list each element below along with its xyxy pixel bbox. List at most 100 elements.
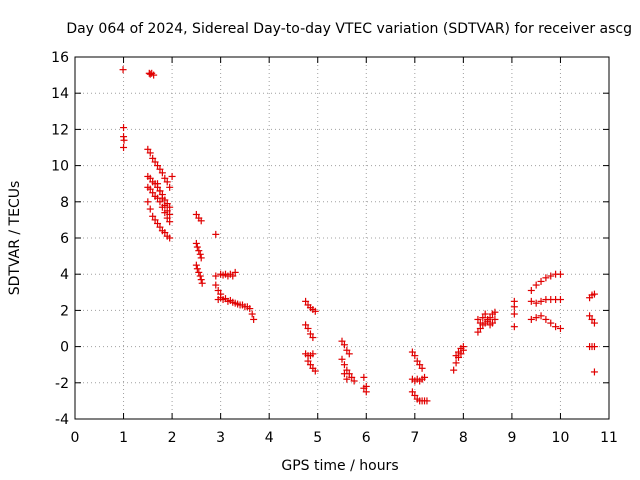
data-point	[481, 310, 489, 318]
x-tick-label: 10	[552, 430, 570, 446]
y-tick-label: 8	[60, 195, 69, 211]
data-point	[196, 272, 204, 280]
data-point	[476, 319, 484, 327]
data-point	[166, 210, 174, 218]
data-point	[455, 348, 463, 356]
data-point	[537, 312, 545, 320]
y-tick-label: 16	[51, 50, 69, 66]
x-tick-label: 5	[313, 430, 322, 446]
data-point	[151, 158, 159, 166]
data-point	[474, 315, 482, 323]
data-point	[163, 214, 171, 222]
data-point	[418, 364, 426, 372]
data-point	[161, 201, 169, 209]
data-point	[309, 334, 317, 342]
data-point	[158, 169, 166, 177]
y-tick-label: 0	[60, 340, 69, 356]
data-point	[197, 276, 205, 284]
data-point	[163, 178, 171, 186]
data-point	[161, 174, 169, 182]
data-point	[348, 373, 356, 381]
data-point	[542, 274, 550, 282]
data-point	[197, 254, 205, 262]
data-point	[488, 319, 496, 327]
data-point	[556, 270, 564, 278]
data-point	[195, 247, 203, 255]
data-point	[411, 352, 419, 360]
data-point	[510, 323, 518, 331]
data-point	[479, 314, 487, 322]
data-point	[192, 210, 200, 218]
data-point	[547, 272, 555, 280]
x-tick-label: 3	[216, 430, 225, 446]
grid	[75, 57, 609, 419]
data-point	[119, 66, 127, 74]
x-tick-label: 2	[168, 430, 177, 446]
data-point	[149, 189, 157, 197]
data-point	[362, 382, 370, 390]
data-point	[360, 373, 368, 381]
data-point	[166, 234, 174, 242]
x-tick-label: 6	[362, 430, 371, 446]
data-point	[510, 303, 518, 311]
data-point	[527, 297, 535, 305]
y-tick-label: 6	[60, 231, 69, 247]
data-point	[547, 319, 555, 327]
y-tick-label: -4	[55, 412, 69, 428]
data-points	[119, 66, 598, 405]
data-point	[532, 281, 540, 289]
data-point	[158, 194, 166, 202]
x-axis-label: GPS time / hours	[281, 458, 398, 474]
data-point	[193, 265, 201, 273]
data-point	[156, 165, 164, 173]
data-point	[556, 296, 564, 304]
y-tick-label: -2	[55, 376, 69, 392]
data-point	[168, 172, 176, 180]
data-point	[146, 185, 154, 193]
data-point	[154, 220, 162, 228]
data-point	[150, 71, 158, 79]
x-tick-label: 8	[459, 430, 468, 446]
y-axis-label: SDTVAR / TECUs	[7, 181, 23, 296]
data-point	[311, 367, 319, 375]
data-point	[156, 187, 164, 195]
data-point	[154, 162, 162, 170]
data-point	[350, 377, 358, 385]
data-point	[229, 272, 237, 280]
data-point	[154, 180, 162, 188]
data-point	[197, 217, 205, 225]
data-point	[411, 391, 419, 399]
x-tick-label: 9	[507, 430, 516, 446]
y-tick-label: 4	[60, 267, 69, 283]
data-point	[537, 277, 545, 285]
data-point	[306, 361, 314, 369]
chart-title: Day 064 of 2024, Sidereal Day-to-day VTE…	[66, 21, 632, 37]
data-point	[532, 314, 540, 322]
data-point	[338, 355, 346, 363]
data-point	[413, 357, 421, 365]
data-point	[423, 397, 431, 405]
data-point	[146, 149, 154, 157]
y-tick-label: 2	[60, 303, 69, 319]
data-point	[527, 286, 535, 294]
data-point	[408, 348, 416, 356]
data-point	[302, 321, 310, 329]
data-point	[588, 315, 596, 323]
data-point	[590, 343, 598, 351]
data-point	[345, 350, 353, 358]
data-point	[120, 136, 128, 144]
data-point	[586, 312, 594, 320]
data-point	[450, 366, 458, 374]
data-point	[166, 218, 174, 226]
data-point	[212, 272, 220, 280]
data-point	[163, 207, 171, 215]
data-point	[192, 239, 200, 247]
data-point	[250, 315, 258, 323]
data-point	[452, 359, 460, 367]
data-point	[195, 268, 203, 276]
data-point	[120, 124, 128, 132]
data-point	[304, 357, 312, 365]
data-point	[214, 286, 222, 294]
data-point	[161, 229, 169, 237]
